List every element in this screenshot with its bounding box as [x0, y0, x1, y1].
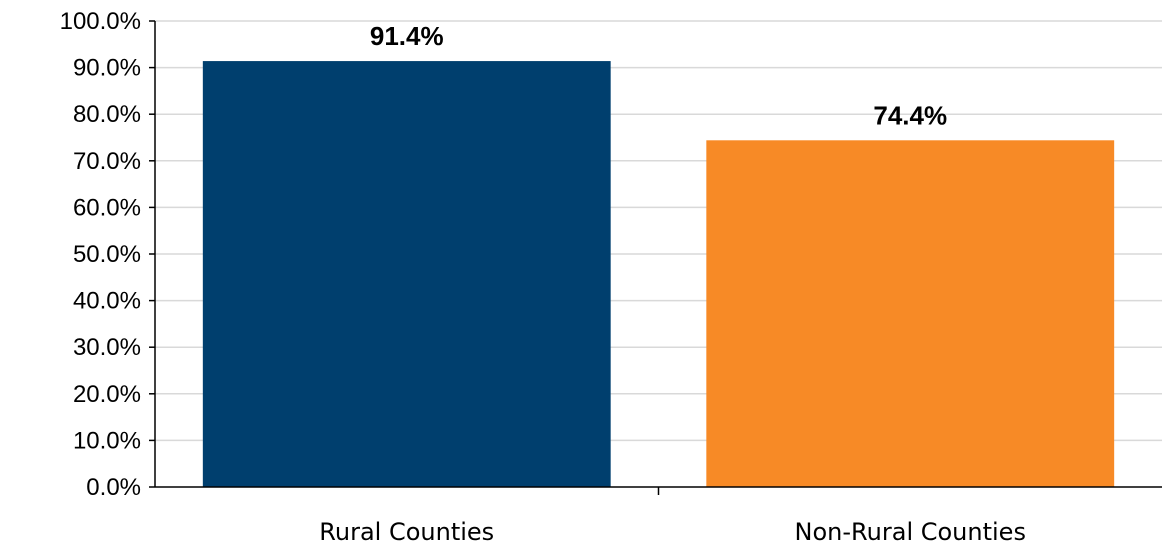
y-tick-label: 30.0%	[73, 334, 141, 361]
x-category-labels: Rural Counties Non-Rural Counties	[319, 518, 1026, 546]
y-tick-label: 80.0%	[73, 101, 141, 128]
x-category-label: Non-Rural Counties	[795, 518, 1026, 546]
y-tick-label: 0.0%	[86, 474, 141, 501]
bar	[706, 140, 1115, 487]
y-tick-label: 90.0%	[73, 55, 141, 82]
y-tick-labels: 0.0% 10.0% 20.0% 30.0% 40.0% 50.0% 60.0% 70.0% 8…	[60, 8, 141, 501]
data-labels: 91.4% 74.4%	[370, 21, 947, 130]
bars	[202, 61, 1115, 488]
y-tick-label: 60.0%	[73, 194, 141, 221]
data-label: 91.4%	[370, 21, 444, 51]
data-label: 74.4%	[873, 100, 947, 130]
y-tick-label: 40.0%	[73, 288, 141, 315]
axes	[149, 20, 1162, 495]
x-category-label: Rural Counties	[319, 518, 494, 546]
bar	[202, 61, 611, 488]
y-tick-label: 70.0%	[73, 148, 141, 175]
y-tick-label: 50.0%	[73, 241, 141, 268]
y-tick-label: 10.0%	[73, 427, 141, 454]
y-tick-label: 100.0%	[60, 8, 141, 35]
y-tick-label: 20.0%	[73, 381, 141, 408]
